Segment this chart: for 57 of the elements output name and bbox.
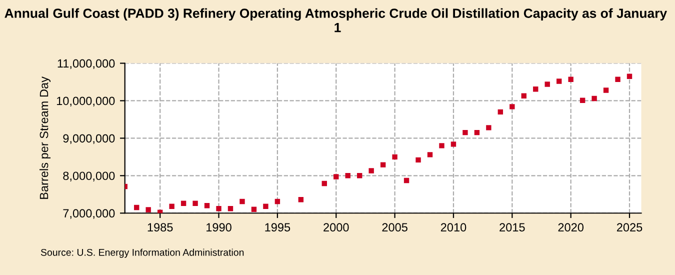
point xyxy=(510,104,515,110)
x-tick-label: 2005 xyxy=(382,223,408,232)
point xyxy=(180,200,186,206)
y-tick-label: 7,000,000 xyxy=(63,209,115,219)
point xyxy=(568,76,574,82)
point xyxy=(274,198,280,204)
point xyxy=(626,74,632,79)
point xyxy=(380,162,386,168)
point xyxy=(533,86,538,92)
point xyxy=(322,180,327,186)
point xyxy=(345,173,350,178)
point xyxy=(356,173,362,178)
point xyxy=(216,206,222,212)
x-tick-label: 2025 xyxy=(616,223,642,232)
point xyxy=(251,206,257,212)
point xyxy=(486,125,492,130)
point xyxy=(580,98,586,103)
point xyxy=(404,178,410,184)
y-tick-label: 8,000,000 xyxy=(63,172,115,182)
point xyxy=(228,206,234,212)
point xyxy=(334,174,339,180)
point xyxy=(474,130,480,136)
source-note: Source: U.S. Energy Information Administration xyxy=(40,248,244,258)
point xyxy=(204,203,210,208)
point xyxy=(240,198,245,204)
point xyxy=(392,154,398,160)
point xyxy=(544,82,550,87)
point xyxy=(498,109,504,115)
point xyxy=(416,157,421,163)
x-tick-label: 2010 xyxy=(440,223,466,232)
point xyxy=(521,93,526,98)
point xyxy=(263,204,268,209)
x-tick-label: 1985 xyxy=(148,223,173,232)
point xyxy=(169,204,174,209)
point xyxy=(192,200,198,206)
chart-title: Annual Gulf Coast (PADD 3) Refinery Operating Atmospheric Crude Oil Distillation Capacity as of January 1 xyxy=(4,8,667,32)
x-tick-label: 2000 xyxy=(324,223,349,232)
x-tick-label: 2020 xyxy=(558,223,584,232)
point xyxy=(603,88,609,93)
point xyxy=(146,207,151,212)
point xyxy=(368,168,374,174)
point xyxy=(298,197,304,202)
y-axis-title: Barrels per Stream Day xyxy=(40,76,51,199)
x-tick-label: 1990 xyxy=(206,223,232,232)
point xyxy=(427,152,433,158)
point xyxy=(556,78,562,84)
point xyxy=(615,76,620,82)
y-tick-label: 11,000,000 xyxy=(58,59,115,70)
point xyxy=(134,204,140,210)
point xyxy=(462,130,468,136)
y-tick-label: 10,000,000 xyxy=(56,96,115,107)
point xyxy=(592,96,597,102)
x-tick-label: 1995 xyxy=(265,223,290,232)
point xyxy=(439,143,444,148)
point xyxy=(450,142,456,147)
x-tick-label: 2015 xyxy=(500,223,525,232)
y-tick-label: 9,000,000 xyxy=(63,134,115,144)
